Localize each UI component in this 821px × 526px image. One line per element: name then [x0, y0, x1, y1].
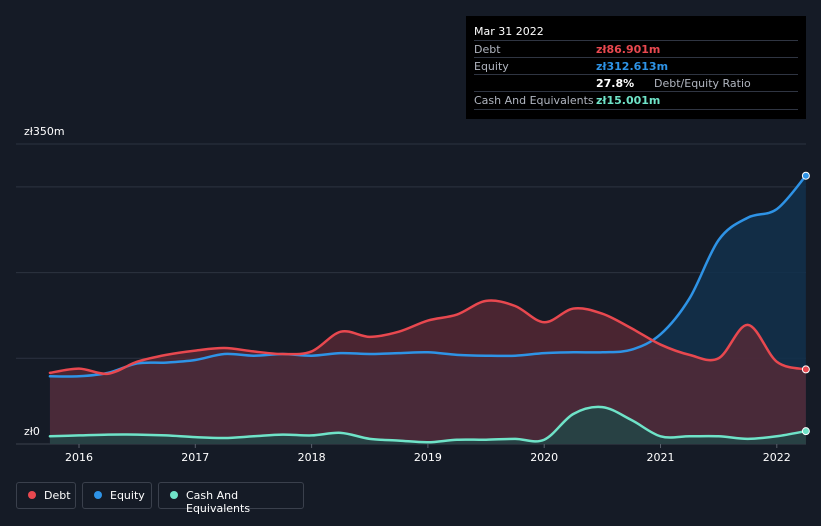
x-tick-label: 2021 — [647, 451, 675, 464]
tooltip-cash-label: Cash And Equivalents — [474, 94, 594, 107]
data-tooltip: Mar 31 2022 Debt zł86.901m Equity zł312.… — [466, 16, 806, 119]
x-axis-ticks: 2016 2017 2018 2019 2020 2021 2022 — [65, 444, 791, 464]
cash-and-equivalents-area — [49, 406, 806, 444]
debt-end-marker — [801, 365, 810, 374]
cash-and-equivalents-line — [48, 405, 808, 444]
x-tick-label: 2022 — [763, 451, 791, 464]
cash-dot-icon — [170, 491, 178, 499]
tooltip-row-equity: Equity zł312.613m — [474, 57, 798, 75]
line-layer — [48, 174, 808, 444]
cash-and-equivalents-end-marker — [801, 427, 810, 436]
debt-area — [49, 300, 806, 444]
equity-dot-icon — [94, 491, 102, 499]
y-axis-top-label: zł350m — [24, 125, 65, 138]
x-tick-label: 2016 — [65, 451, 93, 464]
x-tick-label: 2018 — [298, 451, 326, 464]
end-markers — [801, 171, 810, 436]
area-layer — [49, 175, 806, 444]
legend-cash-label: Cash And Equivalents — [186, 489, 251, 515]
equity-line — [48, 174, 808, 378]
x-tick-label: 2019 — [414, 451, 442, 464]
debt-line — [48, 299, 808, 376]
x-tick-label: 2020 — [530, 451, 558, 464]
tooltip-debt-value: zł86.901m — [596, 43, 661, 56]
x-tick-label: 2017 — [181, 451, 209, 464]
legend-item-debt[interactable]: Debt — [16, 482, 76, 509]
tooltip-equity-value: zł312.613m — [596, 60, 669, 73]
tooltip-row-cash: Cash And Equivalents zł15.001m — [474, 91, 798, 110]
legend-equity-label: Equity — [110, 489, 145, 502]
equity-end-marker — [801, 171, 810, 180]
tooltip-row-ratio: 27.8% Debt/Equity Ratio — [474, 74, 798, 92]
tooltip-debt-label: Debt — [474, 43, 501, 56]
legend-item-equity[interactable]: Equity — [82, 482, 152, 509]
tooltip-ratio-suffix: Debt/Equity Ratio — [654, 77, 751, 90]
tooltip-date: Mar 31 2022 — [474, 25, 544, 38]
tooltip-ratio-value: 27.8% — [596, 77, 635, 90]
legend-item-cash[interactable]: Cash And Equivalents — [158, 482, 304, 515]
tooltip-equity-label: Equity — [474, 60, 509, 73]
tooltip-row-debt: Debt zł86.901m — [474, 40, 798, 58]
tooltip-cash-value: zł15.001m — [596, 94, 661, 107]
debt-dot-icon — [28, 491, 36, 499]
legend-debt-label: Debt — [44, 489, 71, 502]
y-axis-bottom-label: zł0 — [24, 425, 40, 438]
